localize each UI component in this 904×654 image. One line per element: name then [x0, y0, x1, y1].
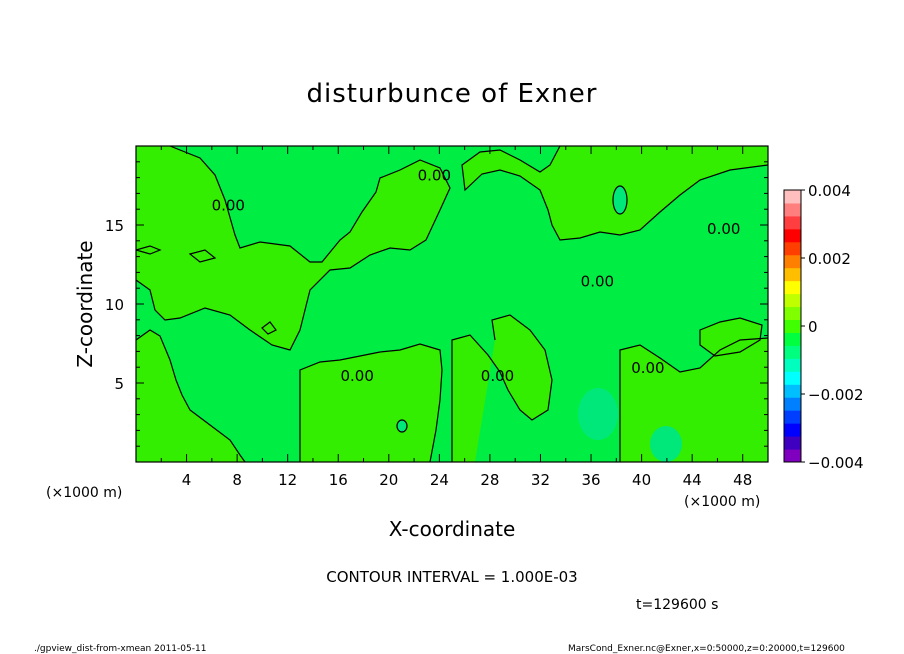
colorbar: 0.004 0.002 0 −0.002 −0.004: [783, 182, 864, 472]
colorbar-segment: [784, 397, 801, 411]
x-tick-label: 24: [430, 471, 449, 489]
contour-line-a: [136, 146, 451, 351]
x-tick-label: 4: [182, 471, 192, 489]
y-tick-label: 15: [105, 217, 124, 235]
x-tick-label: 20: [379, 471, 398, 489]
colorbar-segment: [784, 293, 801, 308]
colorbar-tick-label: −0.004: [808, 454, 864, 472]
colorbar-segment: [784, 436, 801, 450]
x-tick-label: 12: [278, 471, 297, 489]
region-negative-1: [578, 388, 618, 440]
colorbar-segment: [784, 190, 801, 204]
y-axis-ticks: 5 10 15: [105, 161, 768, 447]
x-tick-label: 36: [581, 471, 600, 489]
x-tick-label: 32: [531, 471, 550, 489]
colorbar-segment: [784, 319, 801, 333]
x-tick-label: 40: [632, 471, 651, 489]
colorbar-segment: [784, 332, 801, 346]
contour-label: 0.00: [581, 272, 614, 290]
colorbar-segment: [784, 306, 801, 321]
contour-line-j: [136, 245, 162, 255]
z-unit-label: (×1000 m): [46, 485, 122, 501]
contour-line-k: [188, 249, 217, 263]
colorbar-segment: [784, 423, 801, 437]
colorbar-segment: [784, 280, 801, 295]
contour-label: 0.00: [631, 359, 664, 377]
x-axis-label: X-coordinate: [389, 517, 516, 541]
contour-interval: CONTOUR INTERVAL = 1.000E-03: [326, 568, 577, 586]
region-positive-left: [136, 146, 450, 350]
contour-line-i: [396, 419, 408, 433]
colorbar-segment: [784, 358, 801, 372]
colorbar-segment: [784, 345, 801, 359]
time-label: t=129600 s: [636, 597, 718, 613]
colorbar-segment: [784, 384, 801, 398]
region-positive-bottom-left: [136, 330, 245, 462]
contour-line-g: [699, 317, 763, 357]
contour-label: 0.00: [340, 367, 373, 385]
colorbar-tick-label: 0.002: [808, 250, 851, 268]
colorbar-tick-label: −0.002: [808, 386, 864, 404]
contour-line-c: [299, 343, 443, 462]
contour-label: 0.00: [212, 196, 245, 214]
x-tick-label: 8: [232, 471, 242, 489]
colorbar-segment: [784, 228, 801, 243]
region-positive-center-right: [452, 315, 552, 462]
contour-lines: [136, 146, 768, 462]
y-tick-label: 5: [114, 375, 124, 393]
x-tick-label: 16: [329, 471, 348, 489]
contour-line-f: [619, 337, 768, 462]
contour-line-h: [612, 185, 628, 215]
colorbar-tick-label: 0: [808, 318, 818, 336]
x-tick-label: 44: [683, 471, 702, 489]
plot-area: 0.00 0.000.000.000.000.000.00 4 8 12 16 20 24 2…: [105, 145, 769, 489]
contour-line-l: [261, 321, 277, 335]
region-negative-2: [650, 426, 682, 462]
x-tick-label: 28: [480, 471, 499, 489]
contour-regions: [136, 146, 768, 462]
x-unit-label: (×1000 m): [684, 494, 760, 510]
region-positive-mid: [300, 344, 442, 462]
colorbar-segment: [784, 241, 801, 256]
colorbar-segment: [784, 267, 801, 282]
y-axis-label: Z-coordinate: [73, 240, 97, 367]
region-negative-3: [397, 420, 407, 432]
colorbar-segment: [784, 215, 801, 230]
y-tick-label: 10: [105, 296, 124, 314]
footer-left: ./gpview_dist-from-xmean 2011-05-11: [34, 644, 206, 654]
colorbar-tick-label: 0.004: [808, 182, 851, 200]
contour-label: 0.00: [418, 166, 451, 184]
colorbar-segment: [784, 254, 801, 269]
colorbar-segment: [784, 202, 801, 217]
contour-line-e: [461, 146, 768, 241]
colorbar-segment: [784, 371, 801, 385]
x-tick-label: 48: [733, 471, 752, 489]
colorbar-segment: [784, 410, 801, 424]
x-axis-ticks: 4 8 12 16 20 24 28 32 36 40 44 48: [160, 146, 752, 489]
footer-right: MarsCond_Exner.nc@Exner,x=0:50000,z=0:20…: [568, 644, 845, 654]
region-positive-right-small: [700, 318, 762, 356]
colorbar-segment: [784, 449, 801, 463]
region-negative-4: [613, 186, 627, 214]
contour-line-b: [136, 329, 246, 462]
chart-title: disturbunce of Exner: [307, 79, 598, 109]
contour-line-d: [451, 314, 553, 462]
contour-label: 0.00: [481, 367, 514, 385]
contour-labels: 0.00 0.00 0.00 0.00 0.00 0.00 0.00: [212, 166, 741, 385]
contour-label: 0.00: [707, 220, 740, 238]
